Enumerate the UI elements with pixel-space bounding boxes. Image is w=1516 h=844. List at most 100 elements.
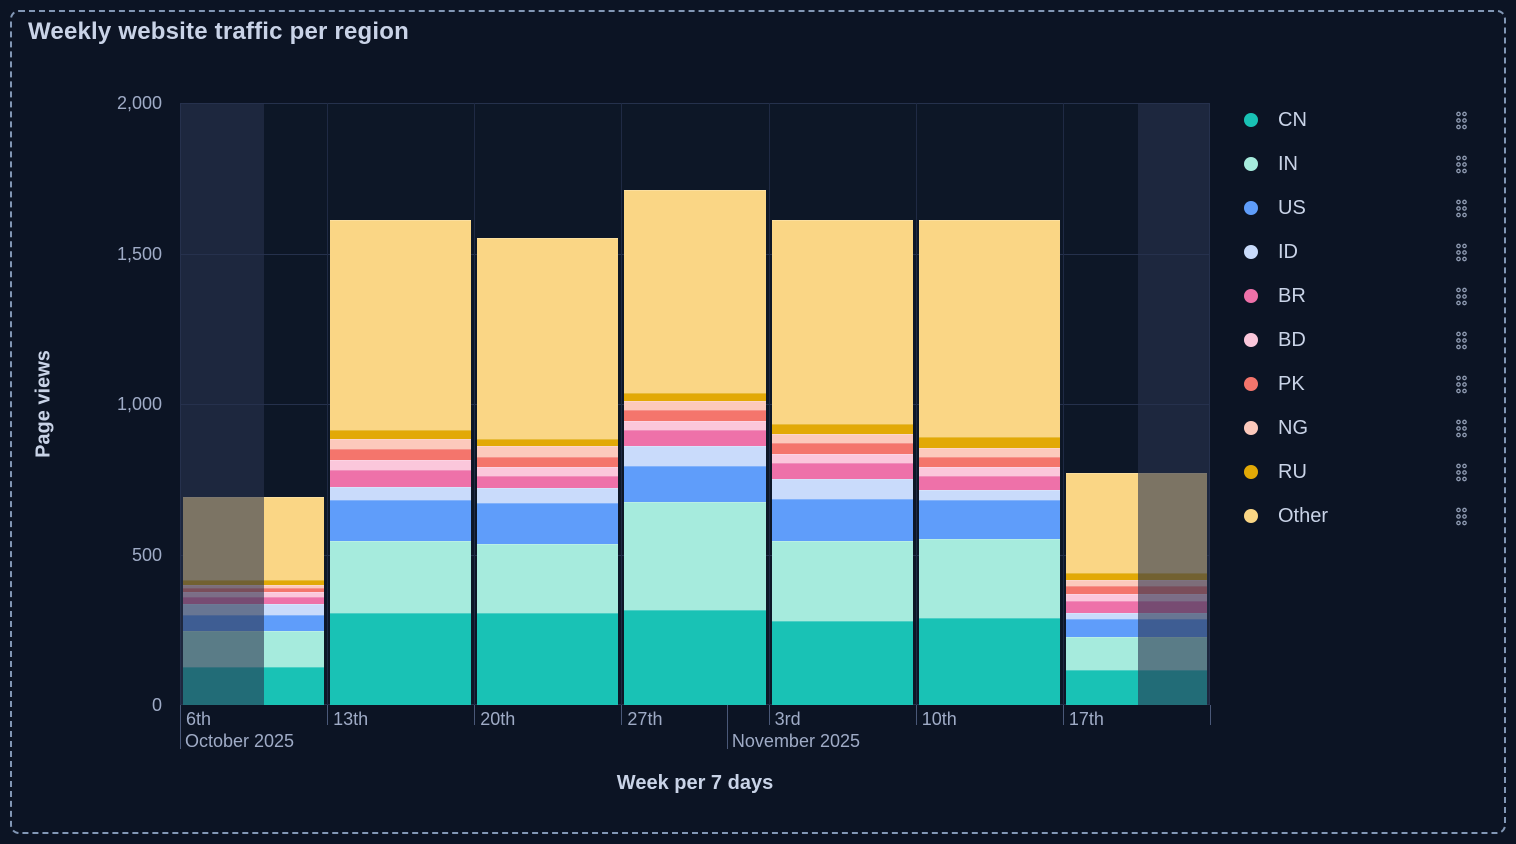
bar-segment-BD-10th[interactable] [918, 467, 1060, 477]
drag-handle-icon[interactable] [1455, 242, 1468, 263]
bar-segment-BD-20th[interactable] [477, 467, 619, 477]
y-axis-tick-label: 2,000 [116, 93, 162, 113]
drag-handle-icon[interactable] [1455, 110, 1468, 131]
bar-segment-US-13th[interactable] [330, 500, 472, 541]
bar-segment-PK-10th[interactable] [918, 456, 1060, 468]
bar-segment-US-27th[interactable] [624, 465, 766, 502]
legend-item-NG[interactable]: NG [1240, 406, 1478, 450]
bar-segment-US-3rd[interactable] [771, 498, 913, 541]
x-axis-week-tick [327, 705, 329, 725]
bar-segment-NG-20th[interactable] [477, 446, 619, 457]
bar-segment-BR-3rd[interactable] [771, 462, 913, 480]
legend-label: BD [1278, 328, 1306, 351]
bar-segment-BD-3rd[interactable] [771, 453, 913, 463]
legend-item-PK[interactable]: PK [1240, 362, 1478, 406]
bar-segment-ID-3rd[interactable] [771, 479, 913, 499]
bar-segment-Other-13th[interactable] [330, 220, 472, 430]
bar-segment-ID-17th[interactable] [1065, 613, 1207, 620]
x-axis-week-label: 6th [186, 709, 212, 729]
bar-segment-Other-10th[interactable] [918, 220, 1060, 438]
bar-segment-IN-3rd[interactable] [771, 540, 913, 621]
drag-handle-icon[interactable] [1455, 154, 1468, 175]
x-axis-week-tick [1062, 705, 1064, 725]
bar-segment-PK-20th[interactable] [477, 456, 619, 468]
bar-segment-RU-3rd[interactable] [771, 423, 913, 435]
legend-item-RU[interactable]: RU [1240, 450, 1478, 494]
bar-segment-CN-13th[interactable] [330, 613, 472, 705]
bar-segment-PK-17th[interactable] [1065, 586, 1207, 594]
bar-segment-NG-13th[interactable] [330, 438, 472, 450]
drag-handle-icon[interactable] [1455, 286, 1468, 307]
bar-segment-BR-13th[interactable] [330, 470, 472, 487]
bar-segment-PK-13th[interactable] [330, 449, 472, 460]
bar-segment-CN-10th[interactable] [918, 617, 1060, 705]
bar-segment-CN-27th[interactable] [624, 610, 766, 705]
x-axis-week-tick [915, 705, 917, 725]
drag-handle-icon[interactable] [1455, 462, 1468, 483]
bar-segment-Other-20th[interactable] [477, 238, 619, 439]
drag-handle-icon[interactable] [1455, 418, 1468, 439]
bar-segment-BD-17th[interactable] [1065, 593, 1207, 602]
x-axis-month-label: October 2025 [185, 731, 295, 751]
legend-label: CN [1278, 108, 1307, 131]
bar-segment-BR-20th[interactable] [477, 476, 619, 489]
bar-segment-RU-10th[interactable] [918, 437, 1060, 448]
bar-segment-US-10th[interactable] [918, 500, 1060, 540]
bar-segment-BR-27th[interactable] [624, 429, 766, 447]
bar-segment-RU-20th[interactable] [477, 438, 619, 447]
bar-segment-ID-27th[interactable] [624, 446, 766, 466]
bar-segment-US-20th[interactable] [477, 503, 619, 544]
chart-title: Weekly website traffic per region [28, 18, 409, 45]
y-axis-title: Page views [32, 350, 55, 458]
bar-segment-RU-27th[interactable] [624, 393, 766, 401]
legend-label: Other [1278, 504, 1329, 527]
drag-handle-icon[interactable] [1455, 374, 1468, 395]
bar-segment-IN-20th[interactable] [477, 543, 619, 614]
legend-color-dot-icon [1244, 201, 1258, 215]
x-axis-week-label: 17th [1068, 709, 1104, 729]
bar-segment-Other-27th[interactable] [624, 190, 766, 394]
bar-segment-IN-10th[interactable] [918, 539, 1060, 618]
bar-segment-BD-13th[interactable] [330, 459, 472, 471]
bar-segment-RU-13th[interactable] [330, 429, 472, 439]
legend-color-dot-icon [1244, 465, 1258, 479]
bar-segment-BR-10th[interactable] [918, 476, 1060, 490]
partial-data-overlay [180, 103, 264, 705]
y-axis-tick-label: 1,500 [116, 243, 162, 264]
legend-item-BD[interactable]: BD [1240, 318, 1478, 362]
legend-item-Other[interactable]: Other [1240, 494, 1478, 538]
drag-handle-icon[interactable] [1455, 198, 1468, 219]
bar-segment-PK-27th[interactable] [624, 410, 766, 421]
bar-segment-IN-27th[interactable] [624, 501, 766, 611]
legend-item-ID[interactable]: ID [1240, 230, 1478, 274]
bar-segment-NG-17th[interactable] [1065, 580, 1207, 587]
bar-segment-ID-10th[interactable] [918, 489, 1060, 501]
bar-segment-NG-3rd[interactable] [771, 434, 913, 444]
legend-item-IN[interactable]: IN [1240, 142, 1478, 186]
bar-segment-BD-27th[interactable] [624, 420, 766, 430]
legend-color-dot-icon [1244, 421, 1258, 435]
bar-segment-IN-13th[interactable] [330, 540, 472, 614]
x-axis-week-label: 27th [627, 709, 663, 729]
x-axis-month-tick [180, 705, 181, 749]
bar-segment-CN-20th[interactable] [477, 613, 619, 705]
y-axis-tick-label: 500 [131, 544, 162, 565]
legend-label: ID [1278, 240, 1298, 263]
legend-label: RU [1278, 460, 1307, 483]
bar-segment-PK-3rd[interactable] [771, 443, 913, 454]
column-separator [474, 103, 476, 705]
bar-segment-ID-20th[interactable] [477, 488, 619, 504]
bar-segment-ID-13th[interactable] [330, 486, 472, 501]
bar-segment-CN-3rd[interactable] [771, 620, 913, 705]
bar-segment-NG-10th[interactable] [918, 447, 1060, 457]
legend-item-CN[interactable]: CN [1240, 98, 1478, 142]
drag-handle-icon[interactable] [1455, 506, 1468, 527]
x-axis-week-label: 10th [921, 709, 957, 729]
bar-segment-Other-3rd[interactable] [771, 220, 913, 424]
bar-segment-RU-17th[interactable] [1065, 572, 1207, 581]
legend-item-BR[interactable]: BR [1240, 274, 1478, 318]
bar-segment-NG-27th[interactable] [624, 400, 766, 410]
drag-handle-icon[interactable] [1455, 330, 1468, 351]
legend-item-US[interactable]: US [1240, 186, 1478, 230]
column-separator [1062, 103, 1064, 705]
